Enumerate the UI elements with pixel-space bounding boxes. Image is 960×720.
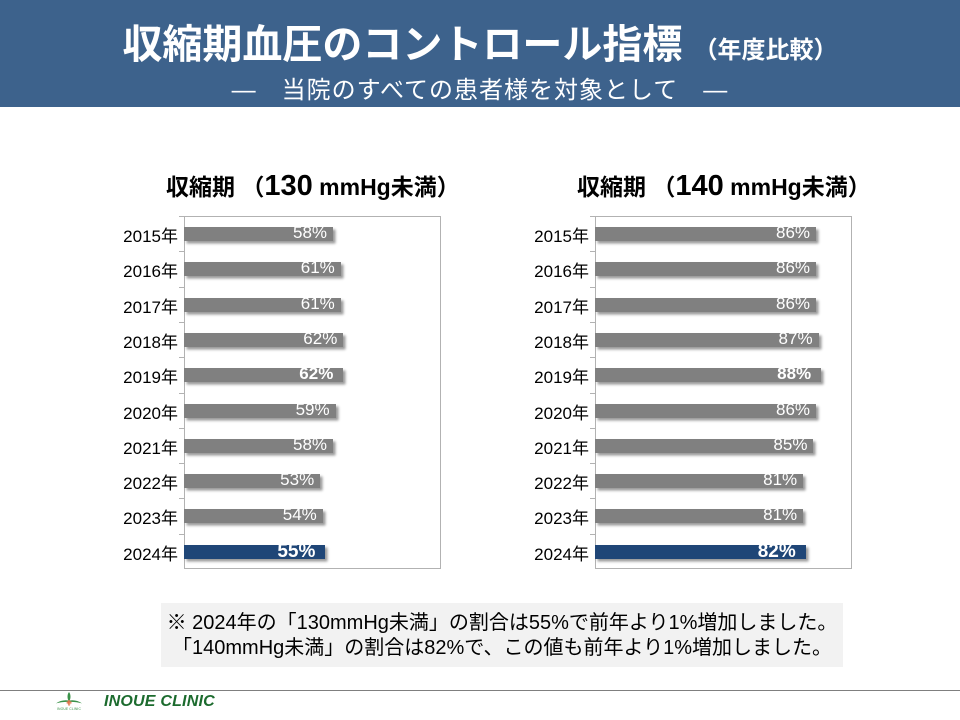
svg-text:INOUE CLINIC: INOUE CLINIC bbox=[57, 707, 81, 711]
